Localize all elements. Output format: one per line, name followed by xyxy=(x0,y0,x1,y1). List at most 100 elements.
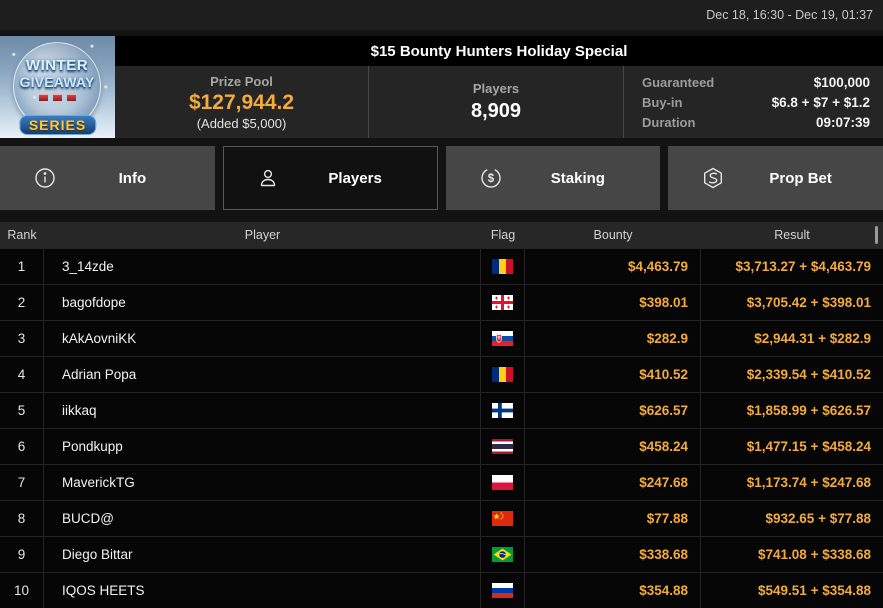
rank-cell: 1 xyxy=(0,249,44,284)
bounty-value: $410.52 xyxy=(525,357,701,392)
column-header-result: Result xyxy=(774,228,810,242)
result-value: $2,944.31 + $282.9 xyxy=(754,331,871,346)
rank-cell: 2 xyxy=(0,285,44,320)
column-header-player: Player xyxy=(244,228,281,242)
bounty-value: $398.01 xyxy=(525,285,701,320)
tournament-stats: Prize Pool $127,944.2 (Added $5,000) Pla… xyxy=(115,66,883,138)
info-icon xyxy=(33,166,57,190)
country-flag-icon-russia xyxy=(481,573,525,608)
tab-players[interactable]: Players xyxy=(222,146,438,210)
title-bar: $15 Bounty Hunters Holiday Special xyxy=(115,36,883,66)
result-value: $2,339.54 + $410.52 xyxy=(746,367,871,382)
player-name: IQOS HEETS xyxy=(44,573,481,608)
bounty-value: $626.57 xyxy=(525,393,701,428)
country-flag-icon-finland xyxy=(481,393,525,428)
player-name: 3_14zde xyxy=(44,249,481,284)
table-row[interactable]: 4 Adrian Popa $410.52 $2,339.54 + $410.5… xyxy=(0,357,883,393)
rank-cell: 6 xyxy=(0,429,44,464)
table-row[interactable]: 8 BUCD@ $77.88 $932.65 + $77.88 xyxy=(0,501,883,537)
logo-text-series: SERIES xyxy=(18,115,97,135)
staking-icon: $ xyxy=(479,166,503,190)
tournament-details: Guaranteed $100,000 Buy-in $6.8 + $7 + $… xyxy=(623,66,883,138)
tab-info[interactable]: Info xyxy=(0,146,215,210)
result-value: $3,713.27 + $4,463.79 xyxy=(735,259,871,274)
bounty-value: $247.68 xyxy=(525,465,701,500)
players-stat: Players 8,909 xyxy=(368,66,623,138)
player-name: bagofdope xyxy=(44,285,481,320)
result-value: $932.65 + $77.88 xyxy=(765,511,871,526)
tab-prop-bet-label: Prop Bet xyxy=(769,169,832,187)
prize-pool-value: $127,944.2 xyxy=(188,90,295,114)
table-body: 1 3_14zde $4,463.79 $3,713.27 + $4,463.7… xyxy=(0,248,883,608)
bounty-value: $4,463.79 xyxy=(525,249,701,284)
svg-text:$: $ xyxy=(487,173,494,185)
prop-bet-icon xyxy=(701,166,725,190)
country-flag-icon-poland xyxy=(481,465,525,500)
table-scrollbar[interactable] xyxy=(875,226,878,244)
players-table: Rank Player Flag Bounty Result 1 3_14zde… xyxy=(0,222,883,608)
result-value: $741.08 + $338.68 xyxy=(758,547,871,562)
top-bar: Dec 18, 16:30 - Dec 19, 01:37 xyxy=(0,0,883,30)
buyin-label: Buy-in xyxy=(642,94,683,110)
players-count: 8,909 xyxy=(470,100,522,122)
player-name: kAkAovniKK xyxy=(44,321,481,356)
table-row[interactable]: 6 Pondkupp $458.24 $1,477.15 + $458.24 xyxy=(0,429,883,465)
bounty-value: $458.24 xyxy=(525,429,701,464)
logo-text-giveaway: GIVEAWAY xyxy=(19,74,95,90)
tournament-header: WINTER GIVEAWAY SERIES $15 Bounty Hunter… xyxy=(0,36,883,138)
table-row[interactable]: 5 iikkaq $626.57 $1,858.99 + $626.57 xyxy=(0,393,883,429)
prize-pool-stat: Prize Pool $127,944.2 (Added $5,000) xyxy=(115,66,368,138)
table-row[interactable]: 9 Diego Bittar $338.68 $741.08 + $338.68 xyxy=(0,537,883,573)
tab-bar: Info Players $ Staking Prop Bet xyxy=(0,146,883,210)
tab-staking[interactable]: $ Staking xyxy=(445,146,661,210)
table-row[interactable]: 2 bagofdope $398.01 $3,705.42 + $398.01 xyxy=(0,285,883,321)
players-icon xyxy=(256,166,280,190)
guaranteed-label: Guaranteed xyxy=(642,74,715,90)
tab-players-label: Players xyxy=(328,169,382,187)
country-flag-icon-slovakia xyxy=(481,321,525,356)
players-label: Players xyxy=(472,81,520,96)
result-value: $1,858.99 + $626.57 xyxy=(746,403,871,418)
player-name: Diego Bittar xyxy=(44,537,481,572)
country-flag-icon-brazil xyxy=(481,537,525,572)
table-row[interactable]: 7 MaverickTG $247.68 $1,173.74 + $247.68 xyxy=(0,465,883,501)
bounty-value: $338.68 xyxy=(525,537,701,572)
duration-label: Duration xyxy=(642,114,696,130)
table-row[interactable]: 10 IQOS HEETS $354.88 $549.51 + $354.88 xyxy=(0,573,883,608)
table-row[interactable]: 3 kAkAovniKK $282.9 $2,944.31 + $282.9 xyxy=(0,321,883,357)
tournament-date-range: Dec 18, 16:30 - Dec 19, 01:37 xyxy=(706,8,873,22)
table-header: Rank Player Flag Bounty Result xyxy=(0,222,883,248)
logo-gifts-graphic xyxy=(38,94,76,101)
tab-staking-label: Staking xyxy=(550,169,605,187)
rank-cell: 8 xyxy=(0,501,44,536)
player-name: BUCD@ xyxy=(44,501,481,536)
duration-row: Duration 09:07:39 xyxy=(642,113,870,133)
rank-cell: 3 xyxy=(0,321,44,356)
bounty-value: $282.9 xyxy=(525,321,701,356)
table-row[interactable]: 1 3_14zde $4,463.79 $3,713.27 + $4,463.7… xyxy=(0,249,883,285)
rank-cell: 4 xyxy=(0,357,44,392)
guaranteed-value: $100,000 xyxy=(813,74,870,90)
rank-cell: 10 xyxy=(0,573,44,608)
country-flag-icon-thailand xyxy=(481,429,525,464)
prize-pool-label: Prize Pool xyxy=(210,73,273,89)
result-value: $1,173.74 + $247.68 xyxy=(746,475,871,490)
tab-prop-bet[interactable]: Prop Bet xyxy=(668,146,883,210)
player-name: Pondkupp xyxy=(44,429,481,464)
tab-info-label: Info xyxy=(118,169,147,187)
duration-value: 09:07:39 xyxy=(815,114,870,130)
rank-cell: 5 xyxy=(0,393,44,428)
buyin-value: $6.8 + $7 + $1.2 xyxy=(771,94,870,110)
country-flag-icon-china xyxy=(481,501,525,536)
buyin-row: Buy-in $6.8 + $7 + $1.2 xyxy=(642,93,870,113)
column-header-rank: Rank xyxy=(7,228,37,242)
guaranteed-row: Guaranteed $100,000 xyxy=(642,73,870,93)
prize-pool-added: (Added $5,000) xyxy=(196,115,287,131)
result-value: $1,477.15 + $458.24 xyxy=(746,439,871,454)
bounty-value: $354.88 xyxy=(525,573,701,608)
player-name: MaverickTG xyxy=(44,465,481,500)
player-name: iikkaq xyxy=(44,393,481,428)
country-flag-icon-romania xyxy=(481,249,525,284)
rank-cell: 7 xyxy=(0,465,44,500)
tournament-title: $15 Bounty Hunters Holiday Special xyxy=(370,42,628,60)
